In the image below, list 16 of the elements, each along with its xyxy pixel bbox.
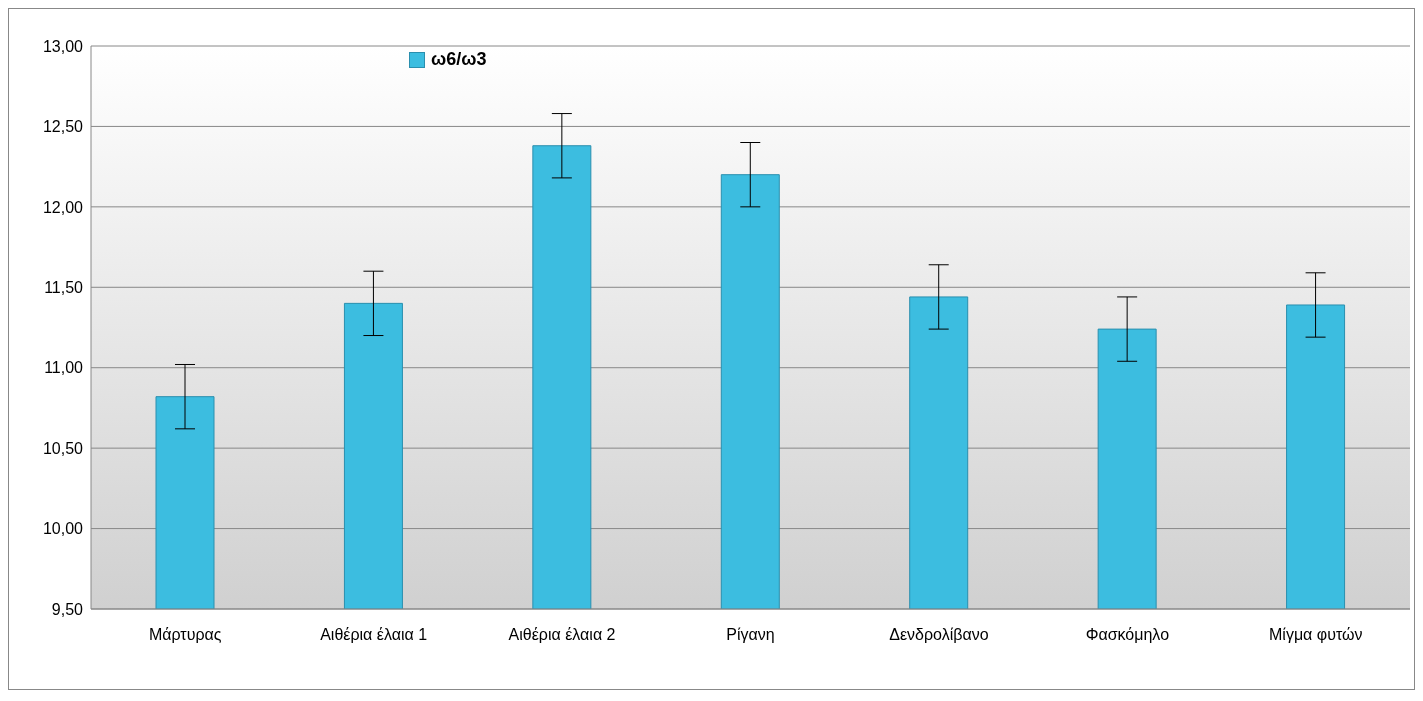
y-tick-label: 10,50 [42, 439, 84, 457]
y-tick-label: 10,00 [42, 520, 84, 538]
x-tick-label: Αιθέρια έλαια 1 [320, 626, 428, 644]
y-tick-label: 11,00 [44, 359, 84, 377]
y-tick-label: 11,50 [44, 278, 84, 296]
y-tick-label: 13,00 [42, 37, 84, 55]
x-tick-label: Μίγμα φυτών [1269, 626, 1363, 644]
y-tick-label: 12,50 [42, 118, 84, 136]
x-tick-label: Ρίγανη [726, 626, 775, 644]
x-tick-label: Αιθέρια έλαια 2 [508, 626, 616, 644]
x-tick-label: Δενδρολίβανο [889, 626, 989, 644]
x-tick-label: Μάρτυρας [148, 626, 222, 644]
legend-label: ω6/ω3 [431, 49, 487, 70]
y-tick-label: 9,50 [51, 600, 84, 618]
x-tick-label: Φασκόμηλο [1085, 626, 1170, 644]
y-tick-label: 12,00 [42, 198, 84, 216]
